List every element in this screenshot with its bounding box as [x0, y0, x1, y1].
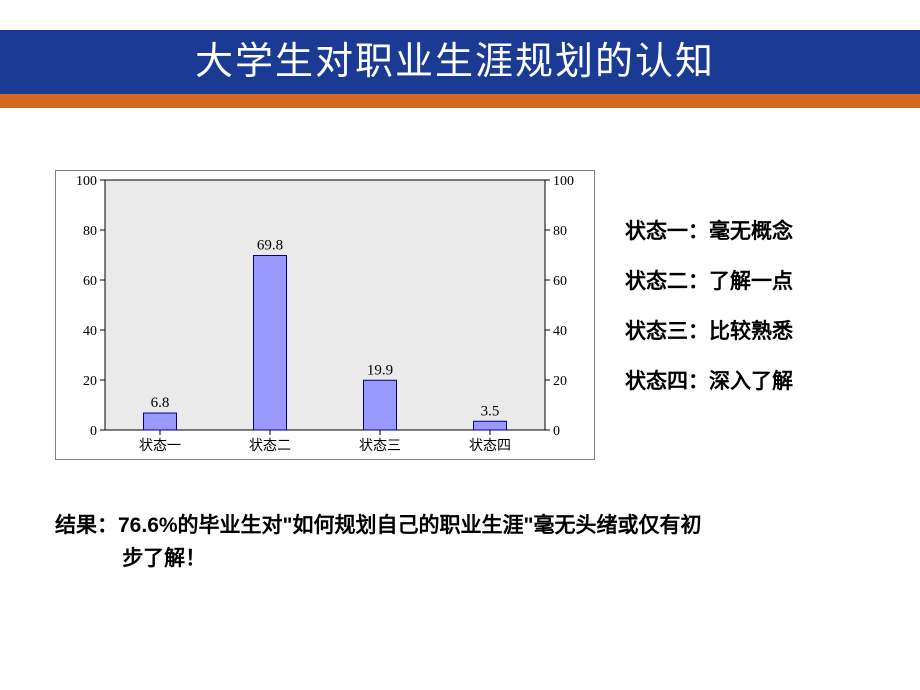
svg-text:0: 0 — [553, 424, 560, 439]
svg-text:100: 100 — [76, 174, 97, 189]
state-item-3: 状态三：比较熟悉 — [625, 315, 905, 345]
state-item-1: 状态一：毫无概念 — [625, 215, 905, 245]
state-item-2: 状态二：了解一点 — [625, 265, 905, 295]
conclusion-line2: 步了解！ — [55, 543, 855, 576]
svg-text:状态三: 状态三 — [359, 438, 401, 454]
bar-chart: 0 0 20 20 40 40 60 60 80 80 100 100 6.8 状态一 69.8 状态二 19.… — [55, 170, 595, 460]
page-title: 大学生对职业生涯规划的认知 — [175, 30, 920, 95]
svg-text:0: 0 — [90, 424, 97, 439]
header: 大学生对职业生涯规划的认知 — [0, 0, 920, 110]
svg-text:3.5: 3.5 — [481, 403, 500, 419]
svg-text:40: 40 — [553, 324, 567, 339]
svg-text:60: 60 — [553, 274, 567, 289]
svg-text:6.8: 6.8 — [151, 395, 170, 411]
conclusion-text: 结果：76.6%的毕业生对"如何规划自己的职业生涯"毫无头绪或仅有初 步了解！ — [55, 510, 855, 575]
state-item-4: 状态四：深入了解 — [625, 365, 905, 395]
svg-text:100: 100 — [553, 174, 574, 189]
svg-text:40: 40 — [83, 324, 97, 339]
svg-text:20: 20 — [553, 374, 567, 389]
states-legend: 状态一：毫无概念 状态二：了解一点 状态三：比较熟悉 状态四：深入了解 — [625, 215, 905, 415]
svg-text:69.8: 69.8 — [257, 238, 283, 254]
svg-text:状态二: 状态二 — [249, 438, 291, 454]
svg-text:状态一: 状态一 — [139, 438, 181, 454]
svg-text:80: 80 — [83, 224, 97, 239]
svg-text:19.9: 19.9 — [367, 362, 393, 378]
svg-text:60: 60 — [83, 274, 97, 289]
svg-text:状态四: 状态四 — [469, 438, 511, 454]
header-title-bar: 大学生对职业生涯规划的认知 — [175, 30, 920, 95]
conclusion-prefix: 结果： — [55, 514, 118, 537]
conclusion-line1: 76.6%的毕业生对"如何规划自己的职业生涯"毫无头绪或仅有初 — [118, 514, 701, 537]
chart-svg: 0 0 20 20 40 40 60 60 80 80 100 100 6.8 状态一 69.8 状态二 19.… — [55, 170, 595, 460]
slide: 大学生对职业生涯规划的认知 0 0 20 20 40 40 60 60 80 80 100 100 6.… — [0, 0, 920, 690]
svg-text:20: 20 — [83, 374, 97, 389]
svg-text:80: 80 — [553, 224, 567, 239]
header-accent-bar — [0, 94, 920, 108]
